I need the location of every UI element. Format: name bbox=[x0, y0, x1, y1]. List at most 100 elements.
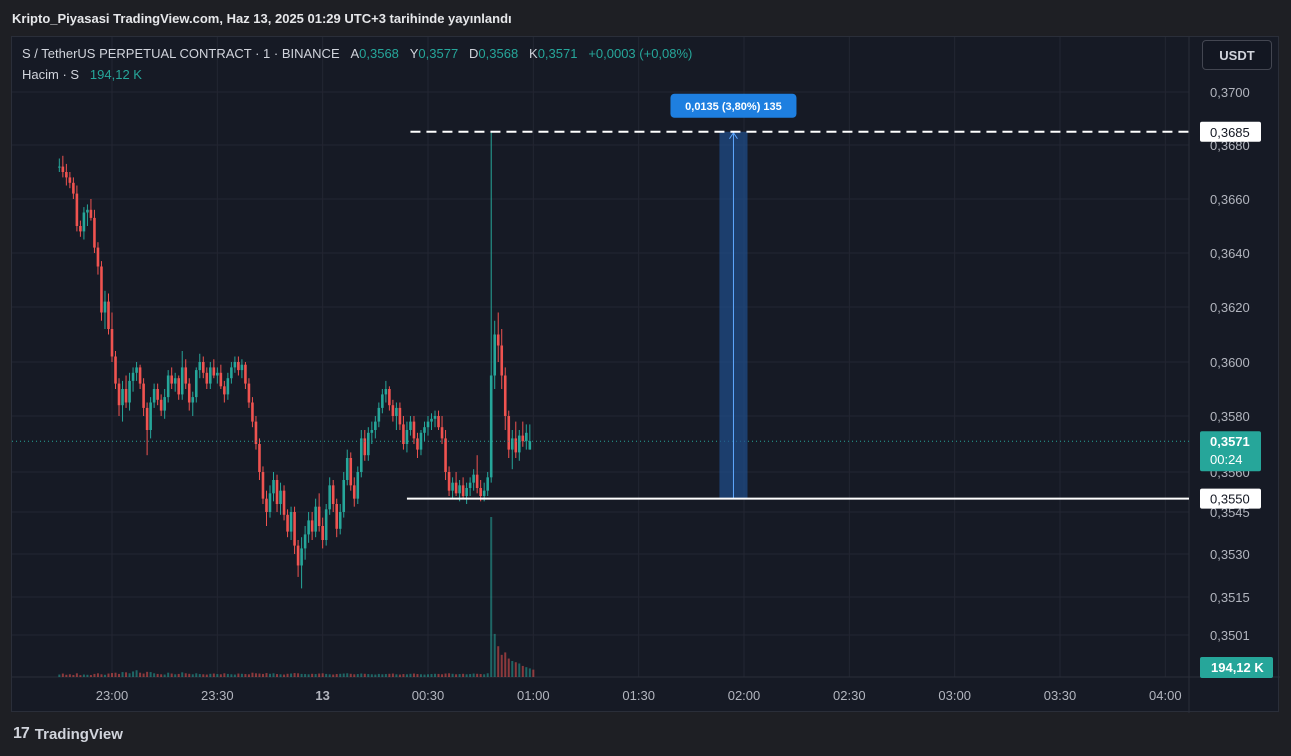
volume-bar bbox=[184, 673, 187, 677]
volume-bar bbox=[412, 673, 415, 677]
candle-body bbox=[293, 512, 296, 546]
volume-legend-label[interactable]: Hacim · S bbox=[22, 67, 80, 82]
horizontal-line-label: 0,3550 bbox=[1210, 492, 1250, 507]
candle-body bbox=[166, 375, 170, 398]
volume-bar bbox=[388, 673, 391, 677]
price-axis: 0,35010,35150,35300,35450,35600,35800,36… bbox=[1210, 85, 1250, 643]
volume-bar bbox=[486, 673, 489, 677]
volume-bar bbox=[391, 673, 394, 677]
volume-bar bbox=[511, 661, 514, 677]
candle-body bbox=[314, 506, 317, 532]
candle-body bbox=[402, 424, 405, 444]
volume-bar bbox=[441, 674, 444, 677]
time-tick-label: 02:30 bbox=[833, 688, 866, 703]
volume-bar bbox=[65, 674, 68, 677]
volume-bar bbox=[314, 674, 317, 677]
volume-bar bbox=[532, 669, 535, 677]
volume-bar bbox=[149, 672, 152, 677]
candle-body bbox=[475, 474, 479, 488]
candle-body bbox=[328, 485, 331, 510]
candle-body bbox=[114, 356, 117, 384]
volume-bar bbox=[346, 673, 349, 677]
volume-bar bbox=[349, 673, 352, 677]
volume-bar bbox=[455, 674, 458, 677]
tradingview-brand[interactable]: 17 TradingView bbox=[13, 725, 123, 743]
candle-body bbox=[201, 362, 205, 373]
candle-body bbox=[426, 421, 430, 428]
volume-bar bbox=[163, 674, 166, 677]
volume-bar bbox=[93, 673, 96, 677]
candle-body bbox=[503, 375, 507, 416]
candle-body bbox=[356, 472, 360, 499]
legend-close: 0,3571 bbox=[537, 46, 578, 61]
candle-body bbox=[233, 362, 237, 368]
volume-bar bbox=[500, 654, 503, 677]
volume-bar bbox=[216, 674, 219, 677]
candle-body bbox=[72, 182, 75, 194]
candle-body bbox=[272, 480, 275, 494]
volume-bar bbox=[304, 674, 307, 677]
candle-body bbox=[433, 416, 437, 419]
volume-bar bbox=[89, 675, 92, 677]
volume-bar bbox=[61, 673, 64, 677]
volume-bar bbox=[335, 674, 338, 677]
volume-bar bbox=[279, 674, 282, 677]
volume-bar bbox=[276, 674, 279, 677]
volume-bar bbox=[156, 673, 159, 677]
candle-body bbox=[440, 427, 444, 439]
currency-button[interactable]: USDT bbox=[1202, 40, 1272, 70]
volume-bar bbox=[72, 675, 75, 677]
volume-bar bbox=[269, 673, 271, 677]
volume-bar bbox=[307, 674, 310, 677]
candle-body bbox=[258, 444, 261, 472]
candle-body bbox=[300, 548, 303, 566]
volume-bar bbox=[286, 673, 289, 677]
legend-close-label: K bbox=[529, 46, 538, 61]
price-tick-label: 0,3580 bbox=[1210, 409, 1250, 424]
candle-body bbox=[247, 383, 251, 403]
candle-body bbox=[454, 482, 458, 494]
candle-body bbox=[398, 407, 402, 425]
time-tick-label: 02:00 bbox=[728, 688, 761, 703]
candle-body bbox=[510, 438, 514, 450]
candle-body bbox=[93, 217, 96, 248]
volume-bar bbox=[114, 672, 117, 677]
volume-bar bbox=[311, 673, 314, 677]
volume-bar bbox=[472, 673, 475, 677]
grid bbox=[12, 37, 1189, 677]
volume-bar bbox=[82, 674, 85, 677]
volume-bar bbox=[272, 673, 275, 677]
candle-body bbox=[447, 472, 451, 491]
candle-body bbox=[187, 383, 191, 403]
candlestick-chart[interactable]: 0,35010,35150,35300,35450,35600,35800,36… bbox=[12, 37, 1280, 713]
volume-bar bbox=[521, 665, 524, 677]
volume-bar bbox=[160, 674, 163, 677]
volume-bar bbox=[265, 673, 268, 677]
candle-body bbox=[335, 504, 339, 529]
volume-bar bbox=[132, 671, 135, 677]
chart-frame[interactable]: 0,3501 0,3515 0,3530 0,3545 0,3560 0,3580 0,36… bbox=[11, 36, 1280, 713]
price-tick-label: 0,3600 bbox=[1210, 355, 1250, 370]
volume-bar bbox=[212, 673, 215, 677]
candle-body bbox=[184, 367, 188, 384]
candle-body bbox=[461, 485, 465, 496]
candle-body bbox=[121, 389, 124, 406]
time-tick-label: 01:00 bbox=[517, 688, 550, 703]
candle-body bbox=[349, 458, 353, 486]
tradingview-logo-icon: 17 bbox=[13, 725, 30, 742]
volume-bar bbox=[96, 673, 99, 677]
time-tick-label: 04:00 bbox=[1149, 688, 1182, 703]
candle-body bbox=[359, 438, 363, 472]
candle-body bbox=[96, 247, 100, 267]
volume-bar bbox=[528, 668, 531, 677]
volume-axis-label: 194,12 K bbox=[1211, 660, 1264, 675]
candle-body bbox=[89, 209, 93, 218]
current-price-label-box bbox=[1200, 431, 1261, 472]
candle-body bbox=[412, 421, 416, 439]
volume-bar bbox=[363, 673, 366, 677]
time-tick-label: 23:30 bbox=[201, 688, 234, 703]
candle-body bbox=[265, 498, 268, 512]
volume-bar bbox=[402, 674, 405, 677]
legend-symbol[interactable]: S / TetherUS PERPETUAL CONTRACT · 1 · BI… bbox=[22, 46, 340, 61]
volume-bar bbox=[146, 671, 149, 677]
